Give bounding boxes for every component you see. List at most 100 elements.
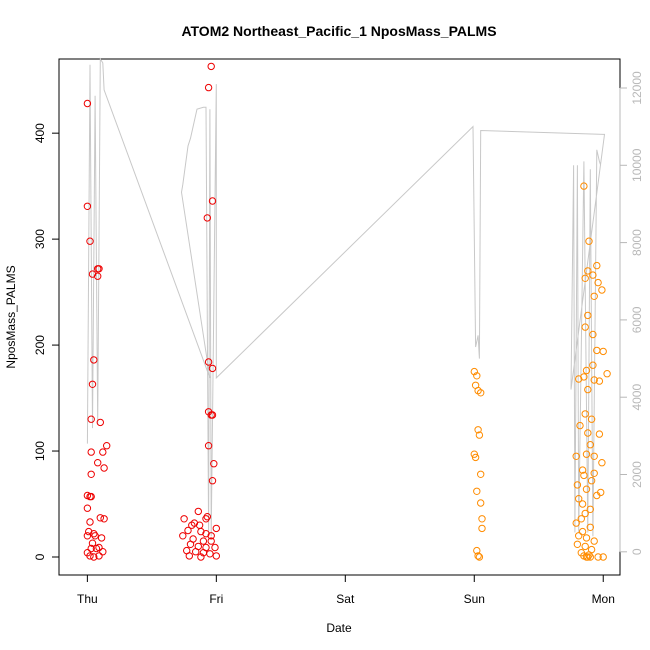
data-point xyxy=(598,286,606,294)
data-point xyxy=(87,415,95,423)
y2-axis: 0 2000 4000 6000 8000 10000 12000 xyxy=(619,71,644,555)
data-point xyxy=(83,504,92,512)
data-point xyxy=(94,459,102,467)
data-point xyxy=(578,500,587,508)
y2-tick-label: 8000 xyxy=(630,229,644,256)
data-point xyxy=(100,464,108,472)
data-point xyxy=(590,537,598,545)
data-point xyxy=(85,527,93,536)
data-point xyxy=(470,367,478,376)
data-point xyxy=(581,274,589,282)
data-point xyxy=(593,261,601,270)
data-point xyxy=(581,410,589,418)
data-point xyxy=(581,542,589,551)
data-point xyxy=(578,466,587,474)
x-tick-label: Thu xyxy=(77,592,98,606)
data-point xyxy=(587,477,596,485)
data-point xyxy=(194,507,203,516)
data-point xyxy=(599,553,607,561)
data-point xyxy=(594,553,602,561)
y-tick-label: 100 xyxy=(33,441,47,461)
data-point xyxy=(584,385,592,394)
y-axis-label: NposMass_PALMS xyxy=(4,265,18,368)
data-point xyxy=(586,523,594,531)
data-point xyxy=(90,530,98,538)
data-point xyxy=(204,83,213,92)
data-point xyxy=(95,552,103,560)
y-tick-label: 0 xyxy=(33,553,47,560)
data-point xyxy=(589,361,597,369)
data-point xyxy=(99,448,107,456)
data-point xyxy=(582,534,591,542)
data-point xyxy=(595,377,604,385)
data-point xyxy=(208,364,217,373)
data-point xyxy=(94,272,102,280)
x-tick-label: Mon xyxy=(592,592,615,606)
data-point xyxy=(475,553,484,561)
data-point xyxy=(478,524,486,533)
y2-tick-label: 6000 xyxy=(630,306,644,333)
data-point xyxy=(587,415,596,423)
data-point xyxy=(184,526,192,535)
data-point xyxy=(590,376,598,384)
data-point xyxy=(473,546,481,555)
data-point xyxy=(598,459,606,467)
data-point xyxy=(580,471,588,480)
data-point xyxy=(86,518,94,526)
altitude-lines xyxy=(86,57,606,537)
y2-tick-label: 10000 xyxy=(630,148,644,182)
data-point xyxy=(575,532,583,540)
data-point xyxy=(577,515,585,523)
data-point xyxy=(581,323,589,331)
data-point xyxy=(578,527,587,536)
data-point xyxy=(590,452,598,460)
data-point xyxy=(204,442,213,450)
data-point xyxy=(474,552,482,560)
data-point xyxy=(99,548,107,556)
data-point xyxy=(572,452,580,460)
data-point xyxy=(475,431,484,439)
data-point xyxy=(477,499,485,507)
data-point xyxy=(584,311,592,320)
data-point xyxy=(95,543,103,552)
y2-tick-label: 0 xyxy=(630,548,644,555)
plot-frame xyxy=(58,58,621,576)
data-point xyxy=(573,481,582,489)
y-tick-label: 200 xyxy=(33,335,47,355)
data-point xyxy=(590,292,598,300)
data-point xyxy=(186,540,195,548)
data-point xyxy=(589,271,597,279)
data-point xyxy=(477,470,485,478)
data-point xyxy=(477,389,485,397)
data-point xyxy=(197,553,205,561)
data-point xyxy=(590,469,598,477)
data-point xyxy=(474,426,482,434)
data-point xyxy=(207,62,215,71)
data-point xyxy=(589,330,597,339)
data-point xyxy=(210,460,218,468)
data-point xyxy=(204,358,213,366)
data-point xyxy=(586,441,594,449)
data-point xyxy=(86,237,94,245)
points-early xyxy=(83,62,221,561)
data-point xyxy=(211,543,219,552)
data-point xyxy=(87,544,95,553)
data-point xyxy=(582,366,591,375)
data-point xyxy=(185,552,194,560)
data-point xyxy=(582,485,591,493)
data-point xyxy=(91,532,99,540)
data-point xyxy=(180,515,188,523)
data-point xyxy=(585,237,593,245)
y-tick-label: 400 xyxy=(33,123,47,143)
y-tick-label: 300 xyxy=(33,229,47,249)
data-point xyxy=(83,202,92,211)
data-point xyxy=(203,214,212,222)
data-point xyxy=(207,532,215,540)
data-point xyxy=(83,532,92,540)
data-point xyxy=(581,509,589,518)
data-point xyxy=(87,448,95,456)
data-point xyxy=(212,552,221,560)
data-point xyxy=(584,429,592,437)
